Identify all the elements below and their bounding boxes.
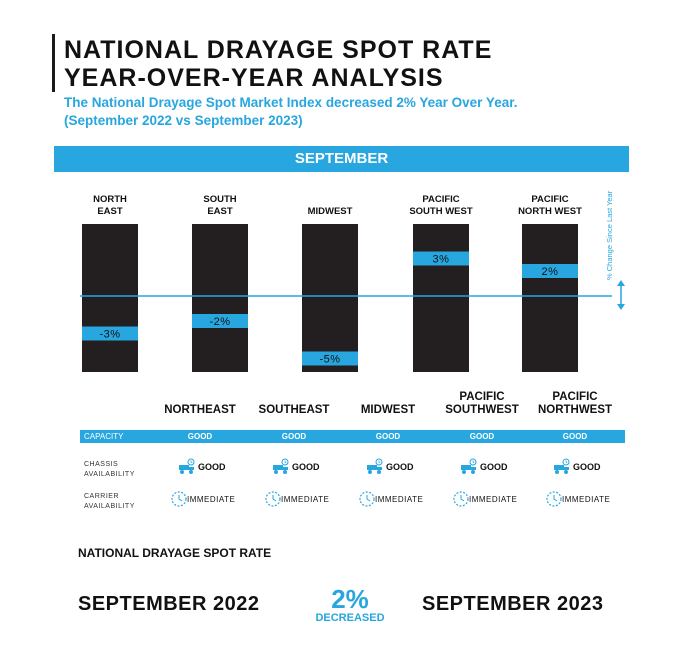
capacity-value-4: GOOD [562, 432, 588, 441]
region-bar-4 [522, 224, 578, 372]
title-accent-bar [52, 34, 55, 92]
category-label-0-0: NORTH [93, 194, 127, 205]
carrier-value: IMMEDIATE [281, 495, 330, 504]
region-header-line: NORTHWEST [537, 404, 613, 416]
title-line-2: YEAR-OVER-YEAR ANALYSIS [64, 64, 444, 92]
category-label-3-1: SOUTH WEST [409, 206, 473, 217]
regional-rate-chart: -3%NORTHEAST-2%SOUTHEAST-5%MIDWEST3%PACI… [80, 190, 625, 372]
subtitle-line-1: The National Drayage Spot Market Index d… [64, 95, 518, 110]
category-label-0-1: EAST [97, 206, 123, 217]
value-marker-3 [413, 251, 469, 266]
region-bar-0 [82, 224, 138, 372]
y-axis-label: % Change Since Last Year [605, 190, 614, 280]
chassis-value: GOOD [386, 462, 414, 472]
region-header-2: MIDWEST [333, 404, 443, 417]
carrier-cell-2: IMMEDIATE [358, 490, 448, 508]
chassis-cell-0: GOOD [178, 458, 248, 476]
chassis-label-line: AVAILABILITY [84, 471, 135, 478]
region-header-line: MIDWEST [360, 404, 416, 416]
summary-label: NATIONAL DRAYAGE SPOT RATE [78, 546, 272, 560]
clock-icon [545, 490, 563, 508]
chassis-value: GOOD [292, 462, 320, 472]
region-bar-1 [192, 224, 248, 372]
value-marker-4 [522, 264, 578, 278]
region-header-4: PACIFIC NORTHWEST [520, 391, 630, 417]
value-label-2: -5% [319, 354, 340, 366]
region-bar-3 [413, 224, 469, 372]
chassis-truck-icon [272, 458, 290, 476]
region-header-line: SOUTHEAST [258, 404, 330, 416]
value-marker-0 [82, 326, 138, 341]
chassis-truck-icon [553, 458, 571, 476]
month-banner: SEPTEMBER [54, 146, 629, 172]
summary-change-value: 2% [331, 584, 369, 614]
summary-change-word: DECREASED [315, 612, 385, 624]
region-header-0: NORTHEAST [145, 404, 255, 417]
value-marker-1 [192, 314, 248, 328]
capacity-value-1: GOOD [281, 432, 307, 441]
carrier-cell-1: IMMEDIATE [264, 490, 354, 508]
capacity-value-2: GOOD [375, 432, 401, 441]
carrier-value: IMMEDIATE [187, 495, 236, 504]
region-bar-2 [302, 224, 358, 372]
capacity-value-0: GOOD [187, 432, 213, 441]
value-marker-2 [302, 351, 358, 366]
clock-icon [170, 490, 188, 508]
chassis-label-line: CHASSIS [84, 461, 119, 468]
chassis-cell-1: GOOD [272, 458, 342, 476]
region-header-line: NORTHEAST [164, 404, 236, 416]
page-title: NATIONAL DRAYAGE SPOT RATE YEAR-OVER-YEA… [64, 36, 492, 92]
summary-from-period: SEPTEMBER 2022 [78, 593, 260, 615]
value-label-4: 2% [542, 266, 559, 278]
carrier-value: IMMEDIATE [375, 495, 424, 504]
chassis-truck-icon [366, 458, 384, 476]
chassis-cell-3: GOOD [460, 458, 530, 476]
region-header-line: SOUTHWEST [445, 404, 519, 416]
summary-to-period: SEPTEMBER 2023 [422, 593, 604, 615]
chassis-truck-icon [178, 458, 196, 476]
region-header-1: SOUTHEAST [239, 404, 349, 417]
chassis-value: GOOD [480, 462, 508, 472]
category-label-4-1: NORTH WEST [518, 206, 582, 217]
carrier-label: CARRIER AVAILABILITY [84, 492, 135, 512]
category-label-3-0: PACIFIC [422, 194, 459, 205]
capacity-label: CAPACITY [84, 432, 124, 441]
title-line-1: NATIONAL DRAYAGE SPOT RATE [64, 36, 493, 64]
chassis-cell-4: GOOD [553, 458, 623, 476]
subtitle-line-2: (September 2022 vs September 2023) [64, 113, 303, 128]
chassis-truck-icon [460, 458, 478, 476]
carrier-cell-0: IMMEDIATE [170, 490, 260, 508]
value-label-0: -3% [99, 329, 120, 341]
chassis-value: GOOD [198, 462, 226, 472]
capacity-value-3: GOOD [469, 432, 495, 441]
category-label-1-0: SOUTH [203, 194, 236, 205]
carrier-cell-4: IMMEDIATE [545, 490, 635, 508]
carrier-label-line: AVAILABILITY [84, 503, 135, 510]
value-label-3: 3% [433, 254, 450, 266]
category-label-2-0: MIDWEST [308, 206, 353, 217]
chassis-label: CHASSIS AVAILABILITY [84, 460, 135, 480]
axis-arrow-down [617, 304, 625, 310]
category-label-4-0: PACIFIC [531, 194, 568, 205]
clock-icon [264, 490, 282, 508]
region-header-line: PACIFIC [552, 391, 598, 403]
chassis-value: GOOD [573, 462, 601, 472]
carrier-value: IMMEDIATE [469, 495, 518, 504]
category-label-1-1: EAST [207, 206, 233, 217]
clock-icon [452, 490, 470, 508]
carrier-label-line: CARRIER [84, 493, 120, 500]
carrier-cell-3: IMMEDIATE [452, 490, 542, 508]
region-header-3: PACIFIC SOUTHWEST [427, 391, 537, 417]
clock-icon [358, 490, 376, 508]
chassis-cell-2: GOOD [366, 458, 436, 476]
carrier-value: IMMEDIATE [562, 495, 611, 504]
page-subtitle: The National Drayage Spot Market Index d… [64, 94, 517, 130]
region-header-line: PACIFIC [459, 391, 505, 403]
axis-arrow-up [617, 280, 625, 286]
value-label-1: -2% [209, 316, 230, 328]
capacity-row-bar [80, 430, 625, 443]
